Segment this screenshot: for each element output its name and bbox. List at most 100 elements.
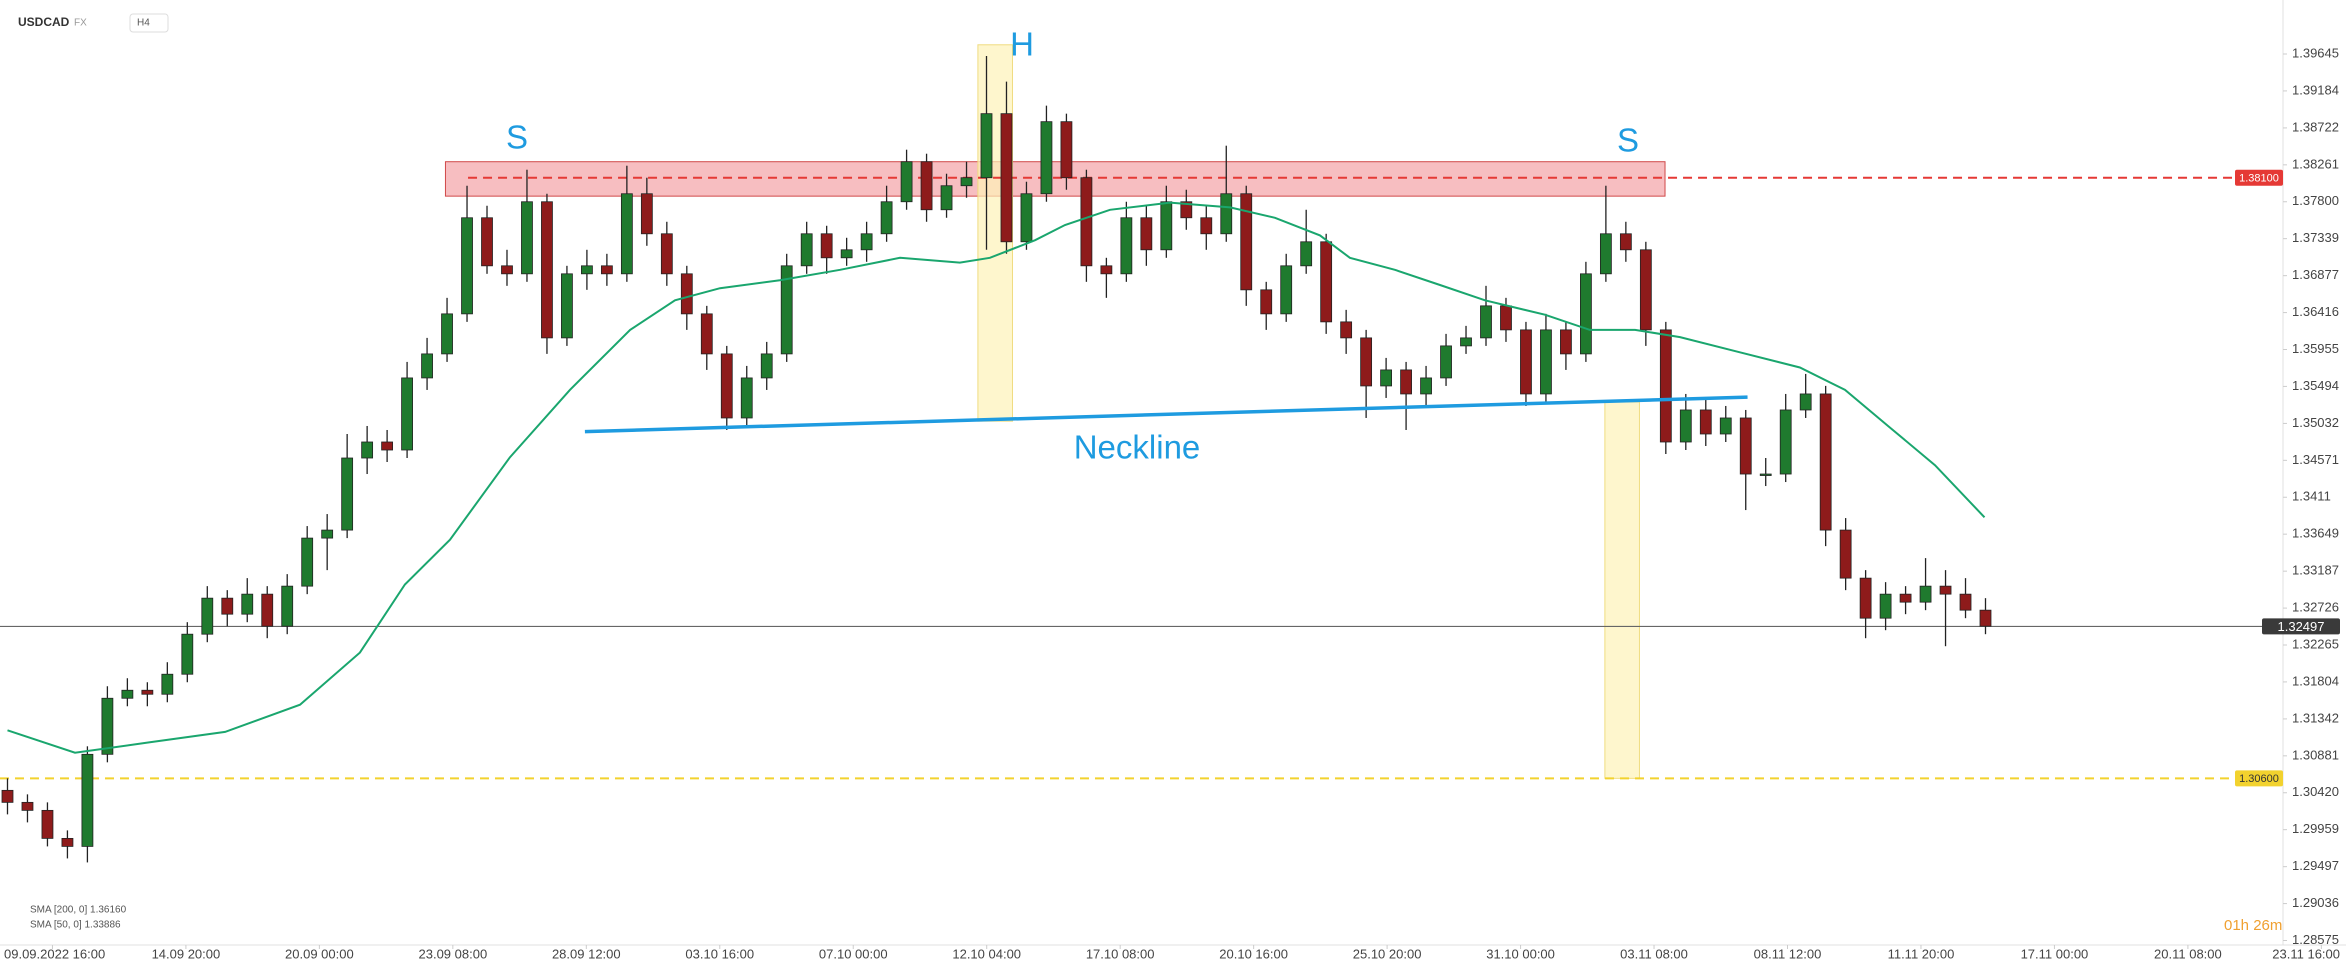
- shoulder-label: S: [506, 119, 528, 156]
- candle-body: [1939, 585, 1952, 595]
- candle-body: [1500, 305, 1512, 331]
- candle-body: [561, 273, 573, 339]
- candle-body: [1380, 369, 1392, 387]
- x-tick-label: 20.09 00:00: [285, 946, 354, 961]
- indicator-legend: SMA [50, 0] 1.33886: [30, 920, 121, 931]
- candle-body: [461, 217, 473, 315]
- candle-body: [640, 193, 653, 235]
- candle-body: [1899, 593, 1912, 603]
- price-tag: [2235, 770, 2283, 787]
- candle-body: [1020, 193, 1033, 243]
- y-tick-label: 1.34571: [2292, 452, 2339, 467]
- market: FX: [74, 18, 87, 29]
- candle-body: [1959, 593, 1972, 611]
- candle-body: [780, 265, 793, 355]
- candle-body: [1480, 305, 1492, 339]
- candle-body: [740, 377, 753, 419]
- x-tick-label: 28.09 12:00: [552, 946, 621, 961]
- y-tick-label: 1.33187: [2292, 563, 2339, 578]
- candle-body: [720, 353, 733, 419]
- x-tick-label: 23.11 16:00: [2272, 946, 2340, 961]
- candle-body: [521, 201, 533, 275]
- candle-body: [760, 353, 773, 379]
- y-tick-label: 1.32265: [2292, 636, 2339, 651]
- candle-body: [1160, 201, 1173, 251]
- x-tick-label: 25.10 20:00: [1353, 946, 1422, 961]
- y-tick-label: 1.32726: [2292, 600, 2339, 615]
- candle-body: [1060, 121, 1073, 179]
- candle-body: [1420, 377, 1432, 395]
- candle-body: [1180, 201, 1193, 219]
- levels: [0, 176, 2283, 780]
- candle-body: [61, 837, 74, 847]
- candle-body: [1460, 337, 1472, 347]
- shoulder-label: S: [1617, 122, 1639, 159]
- y-tick-label: 1.36877: [2292, 267, 2339, 282]
- candle-body: [1540, 329, 1552, 395]
- symbol[interactable]: USDCAD: [18, 15, 70, 29]
- x-tick-label: 08.11 12:00: [1754, 946, 1822, 961]
- x-tick-label: 23.09 08:00: [419, 946, 488, 961]
- y-tick-label: 1.31804: [2292, 673, 2339, 688]
- candle-body: [600, 265, 613, 275]
- overlays: 1.38100 1.30600 1.32497: [7, 169, 2340, 787]
- candle-body: [21, 801, 34, 811]
- candle-body: [1000, 113, 1013, 243]
- y-tick-label: 1.35494: [2292, 378, 2339, 393]
- y-tick-label: 1.35032: [2292, 415, 2339, 430]
- candle-body: [1759, 473, 1772, 476]
- candle-body: [1859, 577, 1872, 619]
- y-tick-label: 1.30420: [2292, 784, 2339, 799]
- y-tick-label: 1.30881: [2292, 747, 2339, 762]
- y-tick-label: 1.39184: [2292, 82, 2339, 97]
- y-tick-label: 1.28575: [2292, 932, 2339, 947]
- zone: [444, 161, 1666, 197]
- interval[interactable]: H4: [137, 18, 150, 29]
- candle-body: [1240, 193, 1253, 291]
- interval-box[interactable]: [129, 13, 169, 33]
- candle-body: [1040, 121, 1053, 195]
- candle-body: [41, 809, 54, 839]
- price-tag-label: 1.38100: [2239, 173, 2279, 185]
- candle-body: [101, 697, 114, 755]
- x-tick-label: 17.10 08:00: [1086, 946, 1155, 961]
- candle-body: [501, 265, 513, 275]
- candle-body: [860, 233, 873, 251]
- candle-body: [1320, 241, 1333, 323]
- candle-body: [581, 265, 593, 275]
- price-tag: [2235, 169, 2283, 186]
- candle-body: [1879, 593, 1892, 619]
- zone: [1604, 401, 1640, 779]
- candle-body: [221, 597, 234, 615]
- x-tick-label: 14.09 20:00: [152, 946, 221, 961]
- neckline: [584, 395, 1748, 434]
- candle-body: [1520, 329, 1532, 395]
- candle-body: [1580, 273, 1592, 355]
- candle-body: [261, 593, 274, 627]
- candle-body: [1100, 265, 1113, 275]
- price-tag: [2262, 618, 2340, 635]
- candle-body: [980, 113, 993, 179]
- candle-body: [1799, 393, 1812, 411]
- y-tick-label: 1.29036: [2292, 895, 2339, 910]
- y-tick-label: 1.35955: [2292, 341, 2339, 356]
- candle-body: [820, 233, 833, 259]
- candle-body: [960, 177, 973, 187]
- head-label: H: [1010, 26, 1034, 63]
- candle-body: [1619, 233, 1632, 251]
- candle-body: [660, 233, 673, 275]
- candle-body: [680, 273, 693, 315]
- y-tick-label: 1.39645: [2292, 45, 2339, 60]
- candle-body: [1200, 217, 1213, 235]
- candle-body: [900, 161, 913, 203]
- x-tick-label: 31.10 00:00: [1486, 946, 1555, 961]
- sma-line: [7, 201, 1986, 754]
- candle-body: [940, 185, 953, 211]
- x-tick-label: 03.11 08:00: [1620, 946, 1688, 961]
- candle-body: [1979, 609, 1992, 627]
- candle-body: [281, 585, 294, 627]
- candle-body: [1839, 529, 1852, 579]
- candle-body: [1659, 329, 1672, 443]
- candle-body: [321, 529, 334, 539]
